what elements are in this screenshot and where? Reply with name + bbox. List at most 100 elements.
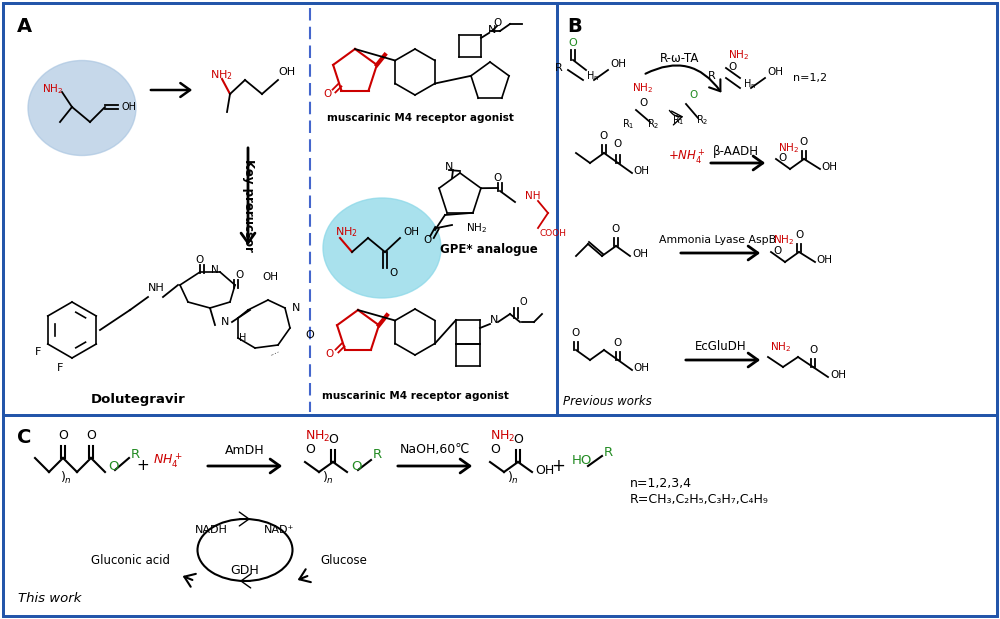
Ellipse shape [28,61,136,155]
Text: N: N [221,317,229,327]
Text: O: O [305,443,315,456]
Text: O: O [809,345,817,355]
Text: O: O [795,230,803,240]
Bar [3,415,997,616]
Text: NH: NH [525,191,540,201]
Text: O: O [614,338,622,348]
Text: R: R [555,63,563,73]
Text: R: R [373,448,382,461]
Text: O: O [351,459,362,472]
Text: $\rm NH_2$: $\rm NH_2$ [466,221,488,235]
Text: EcGluDH: EcGluDH [695,340,747,353]
Text: $)_n$: $)_n$ [60,470,72,486]
Text: NaOH,60℃: NaOH,60℃ [400,443,470,456]
Text: $\rm H_n$: $\rm H_n$ [586,69,599,83]
Text: $)_n$: $)_n$ [322,470,334,486]
Text: O: O [108,459,119,472]
Text: OH: OH [122,102,137,112]
Text: O: O [612,224,620,234]
Text: OH: OH [816,255,832,265]
Text: R: R [708,71,716,81]
Text: OH: OH [262,272,278,282]
Text: NH: NH [148,283,165,293]
Text: $\rm R_1$: $\rm R_1$ [672,113,684,127]
Text: F: F [35,347,41,357]
Text: O: O [236,270,244,280]
Text: $\rm R_2$: $\rm R_2$ [647,117,659,131]
Text: R=CH₃,C₂H₅,C₃H₇,C₄H₉: R=CH₃,C₂H₅,C₃H₇,C₄H₉ [630,493,769,506]
Text: GPE* analogue: GPE* analogue [440,243,538,256]
Text: C: C [17,428,31,447]
Text: N: N [211,265,219,275]
Text: muscarinic M4 receptor agonist: muscarinic M4 receptor agonist [327,113,513,123]
Text: Dolutegravir: Dolutegravir [91,394,185,407]
Text: OH: OH [403,227,419,237]
Text: O: O [800,137,808,147]
Text: $\rm R_2$: $\rm R_2$ [696,113,708,127]
Text: OH: OH [632,249,648,259]
Text: HO: HO [572,454,592,467]
Text: O: O [513,433,523,446]
Text: O: O [689,90,697,100]
Text: $\rm NH_2$: $\rm NH_2$ [210,68,233,82]
Text: R: R [604,446,613,459]
Text: H: H [239,333,247,343]
Text: O: O [490,443,500,456]
Text: O: O [323,89,331,99]
Text: Previous works: Previous works [563,395,652,408]
Text: β-AADH: β-AADH [713,144,759,157]
Text: O: O [600,131,608,141]
Text: OH: OH [278,67,295,77]
Text: OH: OH [610,59,626,69]
Text: OH: OH [633,166,649,176]
Text: O: O [773,246,781,256]
Text: COOH: COOH [540,228,567,238]
Text: NADH: NADH [195,525,227,535]
Text: NAD⁺: NAD⁺ [264,525,294,535]
Text: $\rm NH_2$: $\rm NH_2$ [773,233,795,247]
Text: O: O [389,268,397,278]
Text: OH: OH [633,363,649,373]
Text: $\rm O$: $\rm O$ [493,16,503,28]
Text: A: A [17,17,32,36]
Text: $\rm H_n$: $\rm H_n$ [743,77,756,91]
Text: $\rm NH_2$: $\rm NH_2$ [305,429,330,444]
Text: $\rm NH_2$: $\rm NH_2$ [490,429,515,444]
Text: This work: This work [18,592,81,605]
Text: B: B [567,17,582,36]
Text: $NH_4^+$: $NH_4^+$ [153,452,183,470]
Text: R-ω-TA: R-ω-TA [660,51,700,64]
Text: N: N [292,303,300,313]
Text: O: O [569,38,577,48]
Text: Glucose: Glucose [320,553,367,566]
Text: $\rm NH_2$: $\rm NH_2$ [728,48,750,62]
Text: O: O [572,328,580,338]
Text: Key prerucsor: Key prerucsor [242,158,254,251]
Text: O: O [519,297,527,307]
Text: $\rm R_1$: $\rm R_1$ [622,117,634,131]
Text: $+NH_4^+$: $+NH_4^+$ [668,147,706,167]
Bar [3,3,557,415]
Text: O: O [305,330,314,340]
Text: Ammonia Lyase AspB: Ammonia Lyase AspB [659,235,777,245]
Text: O: O [728,62,736,72]
Text: n=1,2,3,4: n=1,2,3,4 [630,477,692,490]
Text: Gluconic acid: Gluconic acid [91,553,170,566]
Text: O: O [614,139,622,149]
Text: O: O [58,429,68,442]
Text: O: O [328,433,338,446]
Text: O: O [639,98,647,108]
Text: n=1,2: n=1,2 [793,73,827,83]
Text: $\rm NH_2$: $\rm NH_2$ [42,82,64,96]
Text: O: O [778,153,786,163]
Text: O: O [326,349,334,359]
Text: GDH: GDH [231,563,259,576]
Text: muscarinic M4 receptor agonist: muscarinic M4 receptor agonist [322,391,508,401]
Bar [557,3,997,415]
Text: OH: OH [535,464,554,477]
Text: OH: OH [830,370,846,380]
Text: N: N [445,162,453,172]
Text: +: + [137,459,149,474]
Text: O: O [424,235,432,245]
Text: F: F [57,363,63,373]
